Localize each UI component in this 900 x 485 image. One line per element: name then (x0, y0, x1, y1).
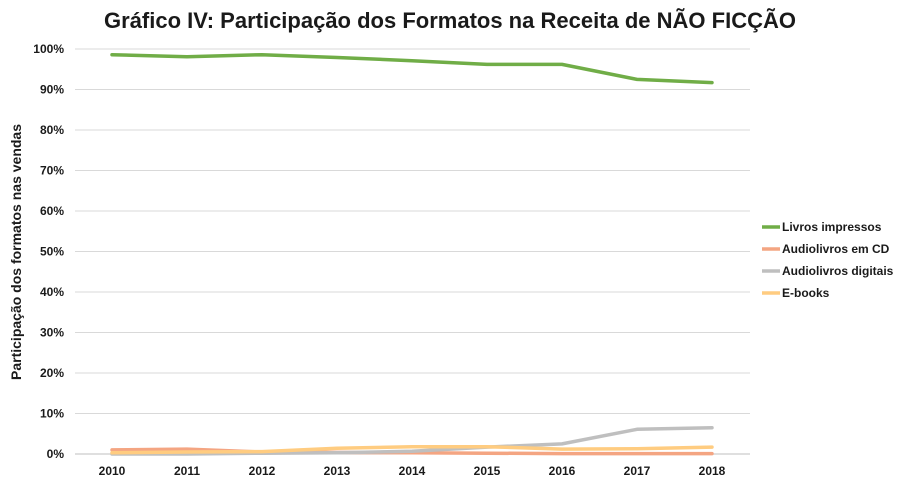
x-tick-label: 2015 (474, 464, 501, 478)
x-tick-label: 2017 (624, 464, 651, 478)
x-tick-label: 2016 (549, 464, 576, 478)
y-tick-label: 10% (40, 407, 64, 421)
x-tick-label: 2014 (399, 464, 426, 478)
x-tick-label: 2013 (324, 464, 351, 478)
x-tick-labels: 2010 2011 2012 2013 2014 2015 2016 2017 2018 (99, 464, 726, 478)
series-line-0 (110, 52, 714, 85)
x-tick-label: 2010 (99, 464, 126, 478)
legend-label: Audiolivros em CD (782, 242, 890, 256)
y-tick-label: 50% (40, 245, 64, 259)
y-tick-label: 60% (40, 204, 64, 218)
y-tick-label: 30% (40, 326, 64, 340)
series-line-3 (110, 444, 714, 455)
y-axis-label: Participação dos formatos nas vendas (8, 124, 24, 380)
y-tick-label: 100% (33, 42, 64, 56)
series-line-2 (110, 425, 714, 456)
y-tick-label: 70% (40, 164, 64, 178)
legend: Livros impressos Audiolivros em CD Audioli… (762, 220, 894, 300)
y-tick-label: 80% (40, 123, 64, 137)
y-tick-label: 0% (47, 447, 65, 461)
y-tick-label: 40% (40, 285, 64, 299)
legend-label: Audiolivros digitais (782, 264, 894, 278)
x-tick-label: 2011 (174, 464, 200, 478)
x-tick-label: 2018 (699, 464, 726, 478)
gridlines (75, 48, 750, 455)
y-tick-labels: 0% 10% 20% 30% 40% 50% 60% 70% 80% 90% 100% (33, 42, 64, 461)
legend-label: E-books (782, 286, 830, 300)
y-tick-label: 20% (40, 366, 64, 380)
x-tick-label: 2012 (249, 464, 276, 478)
chart-title: Gráfico IV: Participação dos Formatos na… (104, 8, 796, 33)
legend-label: Livros impressos (782, 220, 882, 234)
y-tick-label: 90% (40, 83, 64, 97)
series-lines (110, 52, 714, 456)
